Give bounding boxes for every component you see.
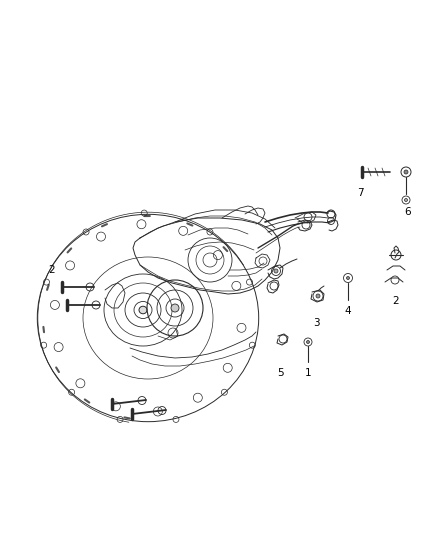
Text: 5: 5 <box>278 368 284 378</box>
Text: 4: 4 <box>345 306 351 316</box>
Text: 7: 7 <box>357 188 363 198</box>
Circle shape <box>405 198 407 201</box>
Circle shape <box>404 170 408 174</box>
Text: 2: 2 <box>49 265 55 275</box>
Circle shape <box>307 341 310 343</box>
Text: 1: 1 <box>305 368 311 378</box>
Circle shape <box>346 277 350 279</box>
Circle shape <box>274 269 278 273</box>
Circle shape <box>316 294 320 298</box>
Text: 6: 6 <box>405 207 411 217</box>
Text: 3: 3 <box>313 318 319 328</box>
Ellipse shape <box>139 306 147 314</box>
Text: 2: 2 <box>393 296 399 306</box>
Circle shape <box>171 304 179 312</box>
